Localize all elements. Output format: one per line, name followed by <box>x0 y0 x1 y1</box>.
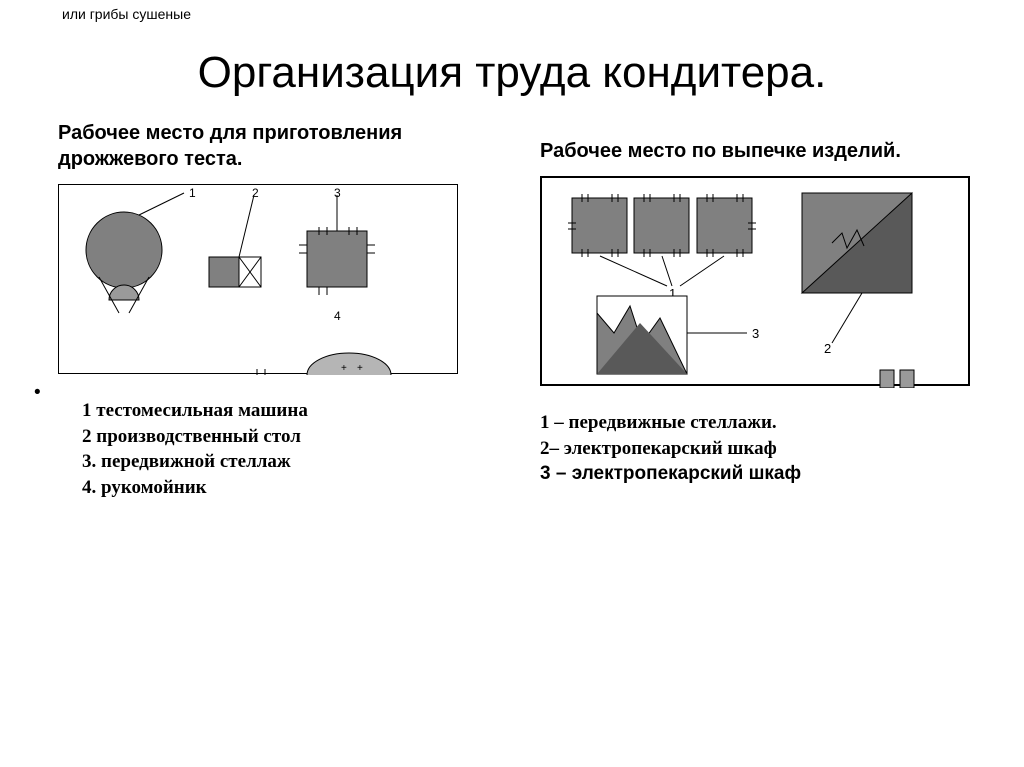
right-column: Рабочее место по выпечке изделий. <box>512 120 1024 501</box>
left-subtitle: Рабочее место для приготовления дрожжево… <box>58 120 512 172</box>
right-diagram: 1 2 3 <box>540 176 970 386</box>
label-2: 2 <box>252 186 259 200</box>
left-column: Рабочее место для приготовления дрожжево… <box>0 120 512 501</box>
left-legend-3: 3. передвижной стеллаж <box>82 449 512 475</box>
r-label-3: 3 <box>752 326 759 341</box>
svg-text:+: + <box>357 363 363 374</box>
right-legend: 1 – передвижные стеллажи. 2– электропека… <box>540 410 1024 487</box>
right-subtitle: Рабочее место по выпечке изделий. <box>540 138 1024 164</box>
bullet-point: • <box>34 382 41 404</box>
page-title: Организация труда кондитера. <box>0 48 1024 98</box>
label-3: 3 <box>334 186 341 200</box>
left-diagram: 1 2 <box>58 184 458 374</box>
right-legend-2: 2– электропекарский шкаф <box>540 436 1024 462</box>
columns: Рабочее место для приготовления дрожжево… <box>0 120 1024 501</box>
left-diagram-svg: 1 2 <box>59 185 459 375</box>
left-legend-2: 2 производственный стол <box>82 424 512 450</box>
r-label-2: 2 <box>824 341 831 356</box>
label-4: 4 <box>334 309 341 323</box>
top-note: или грибы сушеные <box>62 6 191 22</box>
label-1: 1 <box>189 186 196 200</box>
left-legend-1: 1 тестомесильная машина <box>82 398 512 424</box>
right-legend-3: 3 – электропекарский шкаф <box>540 461 1024 487</box>
right-diagram-svg: 1 2 3 <box>542 178 972 388</box>
left-legend-4: 4. рукомойник <box>82 475 512 501</box>
svg-text:+: + <box>341 363 347 374</box>
right-legend-1: 1 – передвижные стеллажи. <box>540 410 1024 436</box>
left-legend: 1 тестомесильная машина 2 производственн… <box>82 398 512 501</box>
